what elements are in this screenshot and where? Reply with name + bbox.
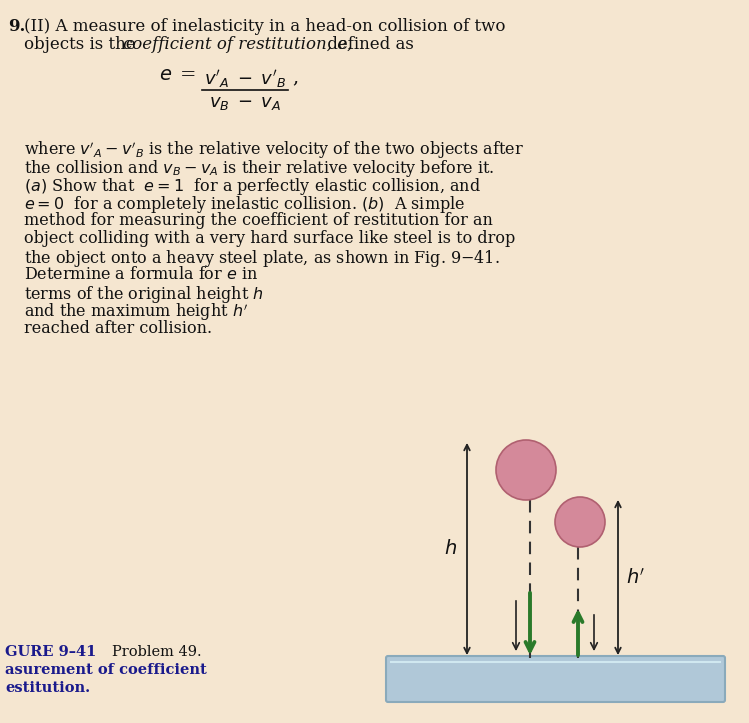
Text: the collision and $v_B - v_A$ is their relative velocity before it.: the collision and $v_B - v_A$ is their r… [24,158,494,179]
Text: ,: , [292,68,298,86]
Text: defined as: defined as [322,36,414,53]
Text: estitution.: estitution. [5,681,90,695]
Text: GURE 9–41: GURE 9–41 [5,645,97,659]
Text: the object onto a heavy steel plate, as shown in Fig. 9$-$41.: the object onto a heavy steel plate, as … [24,248,500,269]
Text: coefficient of restitution, e,: coefficient of restitution, e, [123,36,352,53]
Text: $e$: $e$ [159,66,172,84]
Text: asurement of coefficient: asurement of coefficient [5,663,207,677]
Text: =: = [180,66,196,84]
Text: $v'_A \;-\; v'_B$: $v'_A \;-\; v'_B$ [204,68,286,90]
Text: Determine a formula for $e$ in: Determine a formula for $e$ in [24,266,258,283]
Text: $\vec{v}_A$: $\vec{v}_A$ [517,670,535,690]
Text: object colliding with a very hard surface like steel is to drop: object colliding with a very hard surfac… [24,230,515,247]
Text: method for measuring the coefficient of restitution for an: method for measuring the coefficient of … [24,212,493,229]
Circle shape [555,497,605,547]
Text: 9.: 9. [8,18,25,35]
Text: $(a)$ Show that  $e = 1$  for a perfectly elastic collision, and: $(a)$ Show that $e = 1$ for a perfectly … [24,176,481,197]
Text: reached after collision.: reached after collision. [24,320,212,337]
Text: $\vec{v}'_A$: $\vec{v}'_A$ [575,670,597,690]
Circle shape [496,440,556,500]
Text: objects is the: objects is the [24,36,141,53]
Text: where $v'_A - v'_B$ is the relative velocity of the two objects after: where $v'_A - v'_B$ is the relative velo… [24,140,524,161]
Text: $h'$: $h'$ [626,568,646,588]
Text: $v_B \;-\; v_A$: $v_B \;-\; v_A$ [209,94,281,112]
Text: Problem 49.: Problem 49. [112,645,201,659]
Text: $h$: $h$ [444,539,457,558]
Text: (II) A measure of inelasticity in a head-on collision of two: (II) A measure of inelasticity in a head… [24,18,506,35]
Text: $e = 0$  for a completely inelastic collision. $(b)$  A simple: $e = 0$ for a completely inelastic colli… [24,194,465,215]
Text: terms of the original height $h$: terms of the original height $h$ [24,284,264,305]
Text: and the maximum height $h'$: and the maximum height $h'$ [24,302,248,323]
FancyBboxPatch shape [386,656,725,702]
